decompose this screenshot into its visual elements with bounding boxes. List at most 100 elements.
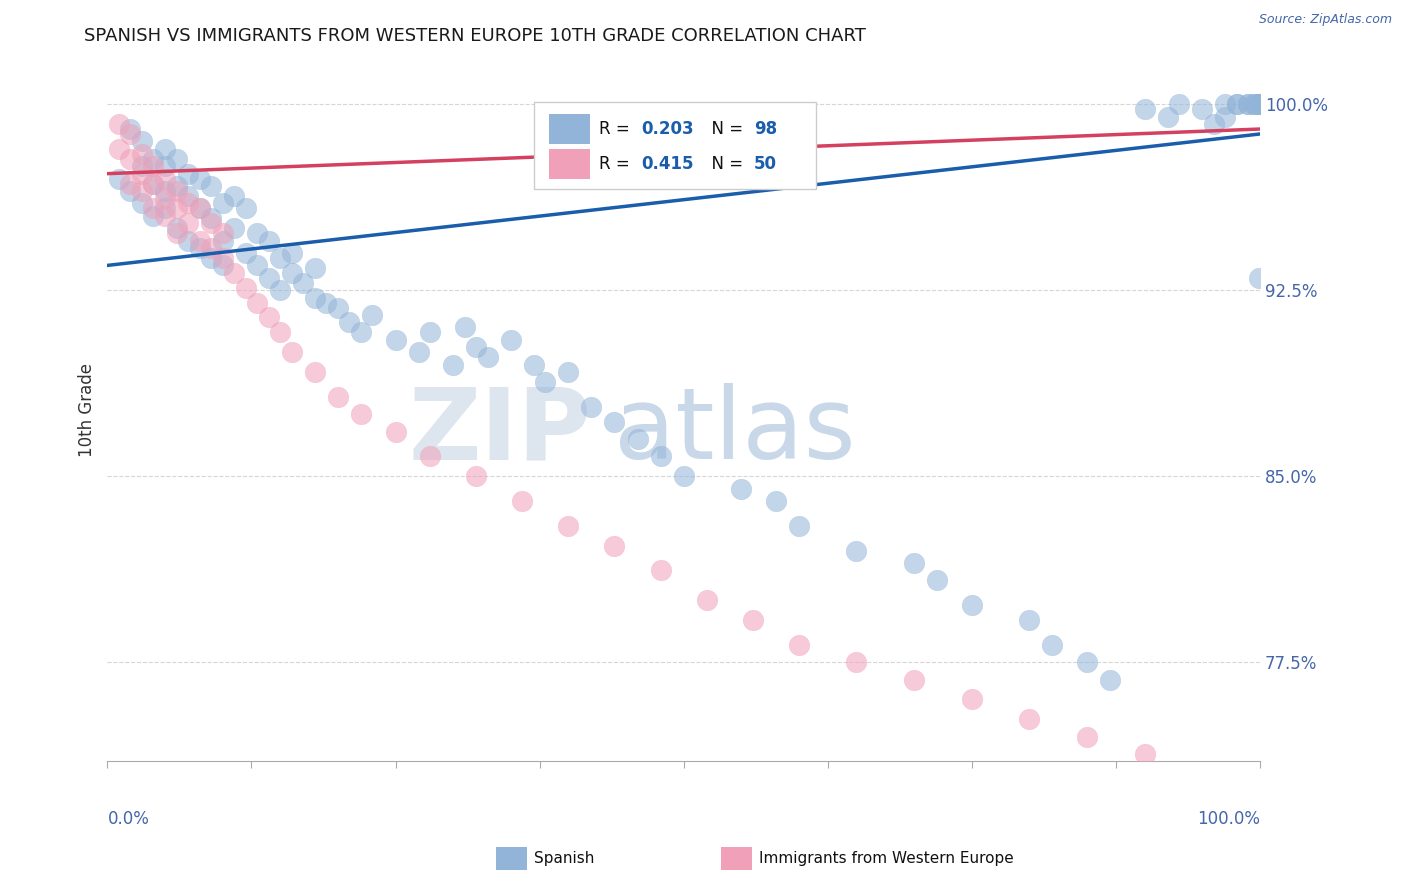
Point [1226,97,1249,112]
Text: atlas: atlas [614,383,856,480]
Text: Spanish: Spanish [534,851,595,865]
Point [120,184,142,198]
Point [142,152,165,166]
Point [257,234,280,248]
Point [153,209,176,223]
Point [1243,97,1265,112]
Point [211,226,233,240]
Point [350,326,373,340]
Point [108,171,131,186]
Point [903,673,925,687]
FancyBboxPatch shape [721,847,752,870]
Text: N =: N = [702,120,748,138]
Point [188,241,211,255]
Point [108,142,131,156]
Point [304,291,326,305]
Point [257,310,280,325]
Point [131,135,153,149]
Point [626,432,648,446]
Point [1018,613,1040,627]
Point [211,196,233,211]
Point [1099,673,1122,687]
Point [1018,712,1040,726]
Point [384,333,406,347]
Point [960,598,983,612]
Point [200,216,222,230]
Point [510,494,533,508]
Point [142,209,165,223]
Point [581,400,603,414]
Text: ZIP: ZIP [409,383,592,480]
Point [1191,102,1213,116]
Text: N =: N = [702,155,748,173]
Point [269,251,291,265]
Point [200,211,222,226]
Point [142,202,165,216]
Point [557,365,579,379]
Point [730,482,752,496]
FancyBboxPatch shape [534,102,815,189]
Text: 98: 98 [754,120,778,138]
Point [177,234,200,248]
Point [534,375,557,389]
Text: 50: 50 [754,155,778,173]
Point [1237,97,1260,112]
Text: R =: R = [599,120,636,138]
Point [153,202,176,216]
Point [672,469,695,483]
Point [281,345,304,359]
Point [177,189,200,203]
Point [292,276,315,290]
Point [131,196,153,211]
Point [200,241,222,255]
Point [177,196,200,211]
Point [153,184,176,198]
Point [845,543,868,558]
Point [224,266,246,280]
Text: 0.203: 0.203 [641,120,693,138]
Text: 0.0%: 0.0% [107,810,149,828]
Point [235,246,257,260]
Point [1213,110,1236,124]
Y-axis label: 10th Grade: 10th Grade [79,363,96,458]
Point [408,345,430,359]
Point [211,259,233,273]
Point [499,333,522,347]
FancyBboxPatch shape [548,150,591,179]
Text: 0.415: 0.415 [641,155,693,173]
Point [696,593,718,607]
Point [1226,97,1249,112]
Point [453,320,475,334]
Point [188,171,211,186]
Point [281,266,304,280]
Point [188,202,211,216]
Point [211,251,233,265]
Point [315,295,337,310]
Point [304,365,326,379]
Point [1213,97,1236,112]
Point [765,494,787,508]
Point [477,350,499,364]
Point [235,281,257,295]
Point [131,159,153,173]
Point [153,159,176,173]
Point [153,191,176,205]
Point [1202,117,1225,131]
Point [166,226,188,240]
Point [246,226,269,240]
Text: Source: ZipAtlas.com: Source: ZipAtlas.com [1258,13,1392,27]
Point [441,358,464,372]
Point [1237,97,1260,112]
Point [120,177,142,191]
Point [188,234,211,248]
Point [120,122,142,136]
FancyBboxPatch shape [496,847,527,870]
Point [142,177,165,191]
Point [903,556,925,570]
Point [650,450,672,464]
Point [153,142,176,156]
Text: R =: R = [599,155,636,173]
Point [166,221,188,235]
Point [153,171,176,186]
Point [1156,110,1178,124]
